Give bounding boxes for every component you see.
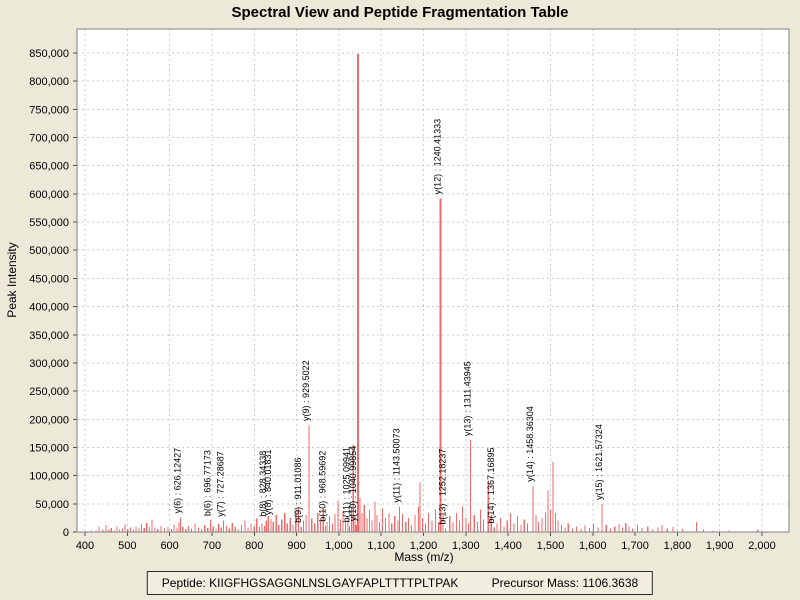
fragment-peak-label-b(8): b(8) : 828.34338 xyxy=(258,451,268,517)
y-tick-label: 750,000 xyxy=(29,104,69,116)
fragment-peak-label-y(9): y(9) : 929.5022 xyxy=(301,360,311,421)
fragment-peak-label-y(15): y(15) : 1621.57324 xyxy=(594,424,604,500)
x-tick-label: 2,000 xyxy=(748,540,776,552)
y-tick-label: 650,000 xyxy=(29,161,69,173)
y-tick-label: 550,000 xyxy=(29,217,69,229)
fragment-peak-label-b(9): b(9) : 911.01086 xyxy=(293,458,303,523)
x-tick-label: 1,900 xyxy=(706,540,734,552)
y-tick-label: 250,000 xyxy=(29,386,69,398)
fragment-peak-label-b(14): b(14) : 1367.16895 xyxy=(486,447,496,523)
x-tick-label: 1,400 xyxy=(494,540,522,552)
x-tick-label: 900 xyxy=(287,540,305,552)
y-tick-label: 0 xyxy=(63,527,69,539)
y-tick-label: 100,000 xyxy=(29,471,69,483)
precursor-mass-label: Precursor Mass: 1106.3638 xyxy=(491,576,639,590)
x-tick-label: 700 xyxy=(203,540,221,552)
x-tick-label: 500 xyxy=(118,540,136,552)
y-axis-title: Peak Intensity xyxy=(5,242,19,317)
fragment-peak-label-y(8): y(8) : 840.01831 xyxy=(263,449,273,515)
x-tick-label: 1,000 xyxy=(325,540,353,552)
x-tick-label: 600 xyxy=(160,540,178,552)
fragment-peak-label-b(13): b(13) : 1252.18237 xyxy=(438,449,448,525)
fragment-peak-label-y(13): y(13) : 1311.43945 xyxy=(463,361,473,436)
y-tick-label: 800,000 xyxy=(29,76,69,88)
x-tick-label: 1,700 xyxy=(621,540,649,552)
x-axis-title: Mass (m/z) xyxy=(394,550,453,564)
fragment-peak-label-b(11): b(11) : 1025.09941 xyxy=(341,447,351,522)
x-tick-label: 1,200 xyxy=(410,540,438,552)
x-tick-label: 400 xyxy=(76,540,94,552)
fragment-peak-label-y(11): y(11) : 1143.50073 xyxy=(392,428,402,502)
x-tick-label: 1,100 xyxy=(367,540,395,552)
x-tick-label: 1,500 xyxy=(537,540,565,552)
chart-title: Spectral View and Peptide Fragmentation … xyxy=(231,4,568,21)
plot-area[interactable] xyxy=(77,29,789,532)
fragment-peak-label-y(12): y(12) : 1240.41333 xyxy=(433,119,443,195)
peptide-sequence-label: Peptide: KIIGFHGSAGGNLNSLGAYFAPLTTTTPLTP… xyxy=(161,576,459,590)
y-tick-label: 350,000 xyxy=(29,330,69,342)
fragment-peak-label-y(14): y(14) : 1458.36304 xyxy=(525,406,535,482)
y-tick-label: 700,000 xyxy=(29,133,69,145)
y-tick-label: 50,000 xyxy=(35,499,69,511)
fragment-peak-label-b(6): b(6) : 696.77173 xyxy=(203,450,213,516)
y-tick-label: 450,000 xyxy=(29,273,69,285)
plot-border xyxy=(76,28,790,533)
peptide-info-box: Peptide: KIIGFHGSAGGNLNSLGAYFAPLTTTTPLTP… xyxy=(146,571,654,595)
y-tick-label: 150,000 xyxy=(29,442,69,454)
fragment-peak-label-y(10): y(10) : 1040.99854 xyxy=(348,446,358,522)
x-tick-label: 800 xyxy=(245,540,263,552)
y-tick-label: 850,000 xyxy=(29,48,69,60)
x-tick-label: 1,800 xyxy=(664,540,692,552)
y-tick-label: 600,000 xyxy=(29,189,69,201)
y-tick-label: 400,000 xyxy=(29,302,69,314)
y-tick-label: 500,000 xyxy=(29,245,69,257)
fragment-peak-label-y(6): y(6) : 626.12427 xyxy=(173,448,183,514)
y-tick-label: 300,000 xyxy=(29,358,69,370)
spectrum-chart[interactable]: Spectral View and Peptide Fragmentation … xyxy=(0,0,800,568)
fragment-peak-label-b(10): b(10) : 968.59692 xyxy=(318,451,328,522)
x-tick-label: 1,300 xyxy=(452,540,480,552)
fragment-peak-label-y(7): y(7) : 727.28687 xyxy=(215,451,225,517)
y-tick-label: 200,000 xyxy=(29,414,69,426)
x-tick-label: 1,600 xyxy=(579,540,607,552)
